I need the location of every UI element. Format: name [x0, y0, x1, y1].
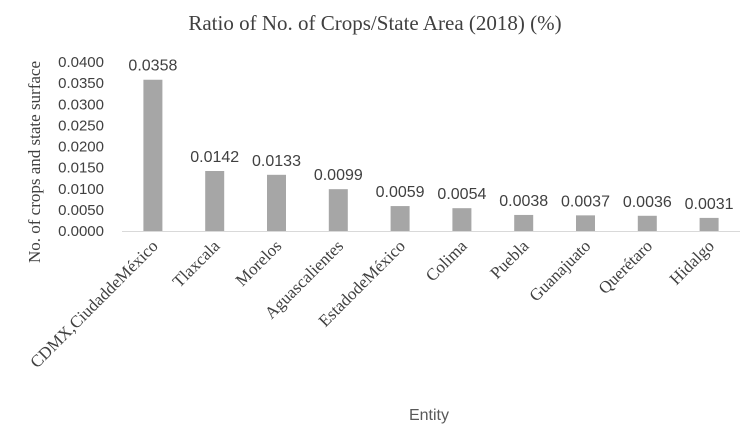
y-axis-ticks: 0.0000 0.0050 0.0100 0.0150 0.0200 0.0250 0.03… [58, 54, 104, 240]
data-label: 0.0133 [252, 153, 301, 170]
data-label: 0.0059 [376, 184, 425, 201]
bar [328, 189, 348, 231]
y-tick-label: 0.0300 [58, 96, 104, 113]
bar [576, 215, 595, 231]
bars [143, 79, 719, 232]
data-label: 0.0037 [561, 193, 610, 210]
bar [267, 174, 286, 231]
category-label: Guanajuato [525, 236, 594, 305]
category-label: Querétaro [595, 236, 656, 297]
bar [205, 171, 225, 231]
bar [390, 206, 410, 231]
data-label: 0.0036 [623, 194, 672, 211]
y-tick-label: 0.0350 [58, 75, 104, 92]
chart-title: Ratio of No. of Crops/State Area (2018) … [188, 11, 561, 35]
y-tick-label: 0.0200 [58, 139, 104, 156]
y-tick-label: 0.0400 [58, 54, 104, 71]
y-tick-label: 0.0250 [58, 117, 104, 134]
category-label: Colima [422, 236, 471, 285]
data-labels: 0.0358 0.0142 0.0133 0.0099 0.0059 0.0054 0.00… [128, 58, 733, 213]
category-label: Morelos [232, 236, 286, 290]
category-label: Puebla [486, 236, 532, 282]
bar [514, 214, 534, 231]
data-label: 0.0142 [190, 149, 239, 166]
category-label: Tlaxcala [169, 236, 224, 291]
x-axis-label: Entity [409, 407, 449, 424]
y-axis-label: No. of crops and state surface [25, 61, 44, 263]
y-tick-label: 0.0100 [58, 181, 104, 198]
bar [143, 79, 163, 232]
category-label: CDMX,CiudaddeMéxico [26, 236, 161, 371]
data-label: 0.0031 [685, 196, 734, 213]
data-label: 0.0038 [499, 193, 548, 210]
y-tick-label: 0.0150 [58, 160, 104, 177]
category-label: Hidalgo [666, 236, 718, 288]
bar [637, 215, 657, 231]
y-tick-label: 0.0000 [58, 223, 104, 240]
y-tick-label: 0.0050 [58, 202, 104, 219]
data-label: 0.0358 [128, 58, 177, 75]
bar [452, 208, 472, 231]
data-label: 0.0099 [314, 167, 363, 184]
x-axis-ticks: CDMX,CiudaddeMéxico Tlaxcala MorelosAguasc… [26, 236, 718, 372]
bar [699, 217, 719, 231]
data-label: 0.0054 [437, 186, 486, 203]
